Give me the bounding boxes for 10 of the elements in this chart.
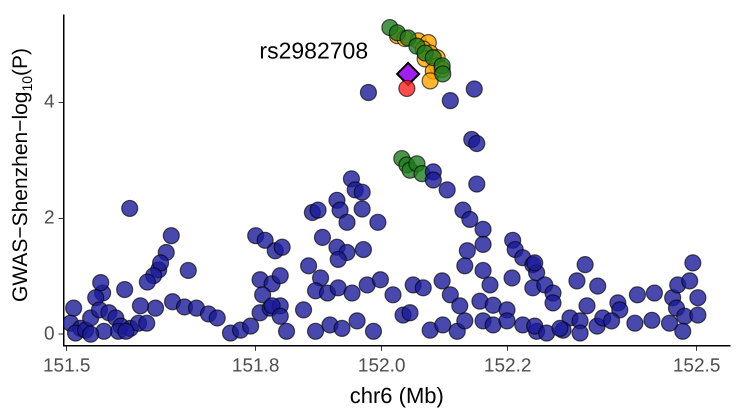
x-tick-label: 152.2 [484, 355, 532, 376]
y-tick-label: 4 [44, 92, 55, 113]
x-axis-title: chr6 (Mb) [350, 382, 444, 408]
x-tick-label: 151.8 [232, 355, 280, 376]
y-tick-label: 0 [44, 323, 55, 344]
x-tick-label: 152.5 [672, 355, 720, 376]
annotation: rs2982708 [259, 37, 368, 64]
x-tick-label: 151.5 [42, 355, 90, 376]
y-tick-label: 2 [44, 208, 55, 229]
x-tick-label: 152.0 [358, 355, 406, 376]
